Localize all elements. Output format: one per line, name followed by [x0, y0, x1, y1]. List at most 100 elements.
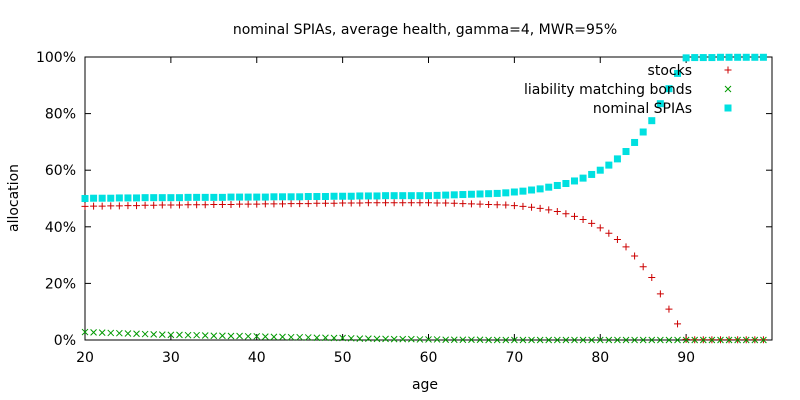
- legend: stocks liability matching bonds nominal SP…: [524, 63, 732, 117]
- data-point: [279, 200, 287, 208]
- data-point: [356, 199, 364, 207]
- data-point: [150, 201, 158, 209]
- data-point: [459, 200, 467, 208]
- data-point: [699, 54, 707, 62]
- data-point: [176, 331, 183, 339]
- data-point: [562, 180, 570, 188]
- data-point: [287, 193, 295, 201]
- data-point: [674, 336, 681, 344]
- data-point: [261, 193, 269, 201]
- data-marks: [81, 53, 767, 344]
- data-point: [502, 189, 510, 197]
- data-point: [339, 199, 347, 207]
- data-point: [519, 336, 527, 344]
- data-point: [450, 191, 458, 199]
- data-point: [407, 192, 415, 200]
- data-point: [167, 201, 175, 209]
- data-point: [459, 191, 467, 199]
- data-point: [236, 332, 243, 340]
- data-point: [562, 210, 570, 218]
- data-point: [536, 185, 544, 193]
- data-point: [665, 85, 673, 93]
- chart-title: nominal SPIAs, average health, gamma=4, …: [233, 22, 617, 38]
- data-point: [158, 194, 166, 202]
- data-point: [193, 201, 201, 209]
- data-point: [622, 148, 630, 156]
- data-point: [287, 200, 295, 208]
- data-point: [313, 199, 321, 207]
- data-point: [339, 192, 347, 200]
- data-point: [570, 177, 578, 185]
- legend-label: nominal SPIAs: [593, 101, 692, 117]
- data-point: [133, 330, 140, 338]
- data-point: [227, 332, 235, 340]
- data-point: [107, 194, 115, 202]
- data-point: [296, 200, 304, 208]
- data-point: [708, 336, 716, 344]
- data-point: [682, 336, 690, 344]
- data-point: [519, 202, 527, 210]
- data-point: [648, 273, 656, 281]
- data-point: [442, 199, 450, 207]
- data-point: [287, 333, 295, 341]
- data-point: [442, 191, 450, 199]
- data-point: [201, 332, 209, 339]
- y-tick-label: 80%: [45, 107, 76, 123]
- data-point: [605, 336, 613, 344]
- data-point: [510, 202, 518, 210]
- data-point: [253, 332, 261, 340]
- data-point: [279, 193, 287, 201]
- data-point: [270, 193, 278, 201]
- legend-label: liability matching bonds: [524, 82, 692, 98]
- data-point: [201, 193, 209, 201]
- x-tick-label: 90: [677, 350, 695, 366]
- data-point: [467, 200, 475, 208]
- data-point: [734, 336, 742, 344]
- data-point: [579, 174, 587, 182]
- data-point: [699, 336, 707, 344]
- data-point: [485, 336, 492, 344]
- data-point: [313, 334, 321, 342]
- data-point: [175, 194, 183, 202]
- data-point: [742, 53, 750, 61]
- data-point: [433, 336, 441, 343]
- data-point: [613, 155, 621, 163]
- data-point: [528, 203, 536, 211]
- data-point: [184, 193, 192, 201]
- data-point: [545, 336, 553, 344]
- data-point: [261, 200, 269, 208]
- data-point: [270, 333, 278, 341]
- data-point: [605, 229, 613, 237]
- y-tick-label: 0%: [54, 333, 76, 349]
- y-tick-label: 100%: [36, 50, 76, 66]
- legend-marker: [724, 66, 732, 74]
- data-point: [279, 333, 286, 341]
- data-point: [115, 194, 123, 202]
- data-point: [90, 202, 98, 210]
- data-point: [193, 193, 201, 201]
- series-nominal-spias: [81, 53, 767, 202]
- data-point: [98, 202, 106, 210]
- x-tick-label: 40: [248, 350, 266, 366]
- data-point: [98, 329, 106, 336]
- data-point: [450, 336, 458, 344]
- data-point: [416, 192, 424, 200]
- data-point: [219, 332, 226, 340]
- data-point: [133, 194, 141, 202]
- data-point: [571, 336, 578, 344]
- data-point: [562, 336, 570, 344]
- data-point: [227, 200, 235, 208]
- data-point: [399, 199, 407, 207]
- data-point: [407, 335, 415, 343]
- data-point: [485, 200, 493, 208]
- data-point: [691, 336, 699, 344]
- data-point: [115, 202, 123, 210]
- data-point: [545, 206, 553, 214]
- x-tick-label: 60: [420, 350, 438, 366]
- data-point: [579, 336, 587, 344]
- data-point: [373, 192, 381, 200]
- data-point: [81, 328, 89, 336]
- data-point: [390, 199, 398, 207]
- data-point: [476, 190, 484, 198]
- data-point: [158, 201, 166, 209]
